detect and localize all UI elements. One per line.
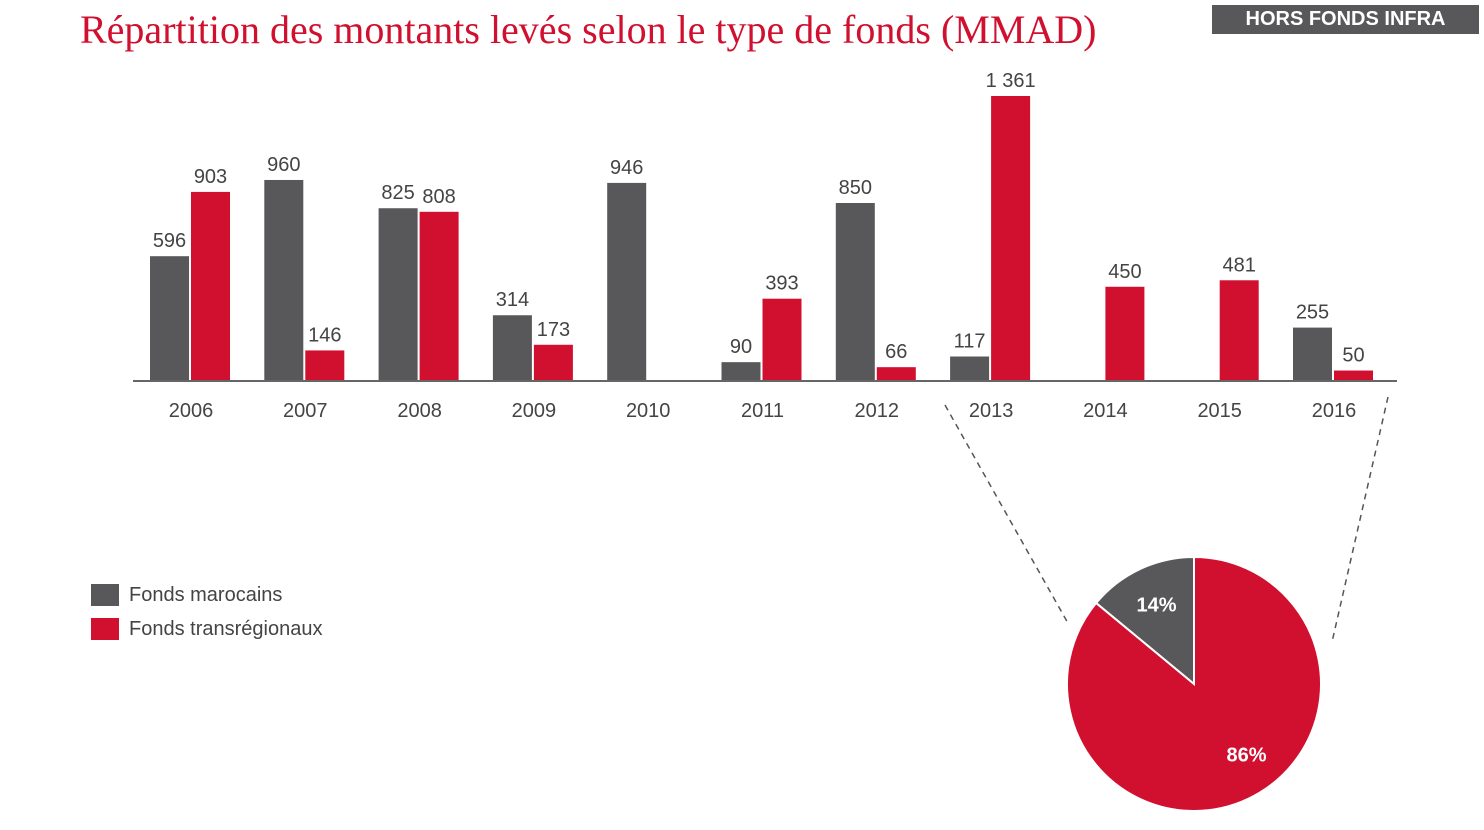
bar-transregionaux-2006 xyxy=(191,191,230,381)
chart-title: Répartition des montants levés selon le … xyxy=(80,7,1097,52)
bar-transregionaux-2011 xyxy=(762,298,802,381)
x-tick-label: 2011 xyxy=(741,400,784,422)
bar-transregionaux-2016 xyxy=(1334,370,1373,381)
data-label: 850 xyxy=(839,177,872,199)
bar-transregionaux-2014 xyxy=(1105,286,1145,381)
pie-slice-transregionaux xyxy=(1066,555,1322,812)
pie-slice-marocains xyxy=(1094,555,1195,687)
data-label: 90 xyxy=(730,336,752,358)
bar-marocains-2013 xyxy=(950,356,990,381)
hors-fonds-infra-badge: HORS FONDS INFRA xyxy=(1212,5,1479,34)
bar-marocains-2012 xyxy=(835,203,875,381)
pie-label: 14% xyxy=(1137,594,1177,616)
bar-transregionaux-2015 xyxy=(1219,280,1259,381)
data-label: 393 xyxy=(765,273,798,295)
x-tick-label: 2015 xyxy=(1197,400,1242,422)
bar-marocains-2016 xyxy=(1293,327,1332,381)
x-tick-label: 2007 xyxy=(283,400,328,422)
data-label: 255 xyxy=(1296,302,1329,324)
bar-transregionaux-2007 xyxy=(305,350,345,381)
bar-marocains-2006 xyxy=(150,256,189,381)
x-tick-label: 2012 xyxy=(855,400,900,422)
x-tick-label: 2016 xyxy=(1312,400,1357,422)
bar-marocains-2009 xyxy=(492,315,532,381)
legend-swatch-transregionaux xyxy=(91,618,119,640)
x-tick-label: 2014 xyxy=(1083,400,1128,422)
data-label: 450 xyxy=(1108,261,1141,283)
bar-transregionaux-2013 xyxy=(991,96,1031,381)
x-tick-label: 2013 xyxy=(969,400,1014,422)
x-tick-label: 2009 xyxy=(512,400,557,422)
data-label: 314 xyxy=(496,289,529,311)
data-label: 1 361 xyxy=(986,70,1036,92)
data-label: 825 xyxy=(381,182,414,204)
data-label: 946 xyxy=(610,157,643,179)
legend-item-marocains: Fonds marocains xyxy=(91,578,322,612)
bar-transregionaux-2008 xyxy=(419,211,459,381)
data-label: 173 xyxy=(537,319,570,341)
bar-marocains-2011 xyxy=(721,362,761,381)
bar-transregionaux-2009 xyxy=(533,344,573,381)
x-tick-label: 2008 xyxy=(397,400,442,422)
data-label: 481 xyxy=(1223,254,1256,276)
x-tick-label: 2006 xyxy=(169,400,214,422)
data-label: 66 xyxy=(885,341,907,363)
bar-transregionaux-2012 xyxy=(876,367,916,381)
data-label: 808 xyxy=(422,186,455,208)
bar-marocains-2010 xyxy=(607,182,647,381)
legend-swatch-marocains xyxy=(91,584,119,606)
zoom-connector-left xyxy=(944,404,1070,626)
data-label: 903 xyxy=(194,166,227,188)
data-label: 117 xyxy=(954,330,986,352)
legend: Fonds marocains Fonds transrégionaux xyxy=(91,578,322,646)
data-label: 146 xyxy=(308,324,341,346)
data-label: 960 xyxy=(267,154,300,176)
data-label: 50 xyxy=(1342,345,1364,367)
zoom-connector-right xyxy=(1331,396,1389,643)
bar-marocains-2008 xyxy=(378,208,418,381)
pie-label: 86% xyxy=(1227,744,1267,766)
legend-item-transregionaux: Fonds transrégionaux xyxy=(91,612,322,646)
legend-label: Fonds transrégionaux xyxy=(129,617,323,640)
bar-marocains-2007 xyxy=(264,179,304,381)
legend-label: Fonds marocains xyxy=(129,583,283,606)
data-label: 596 xyxy=(153,230,186,252)
x-tick-label: 2010 xyxy=(626,400,671,422)
